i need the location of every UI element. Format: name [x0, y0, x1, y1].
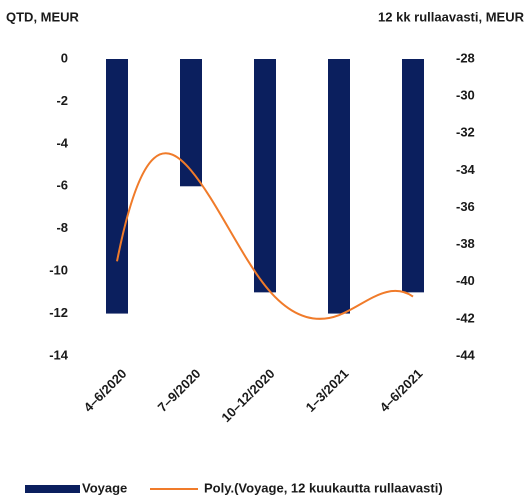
bar [254, 59, 276, 293]
legend-label: Poly.(Voyage, 12 kuukautta rullaavasti) [204, 480, 443, 495]
x-tick-label: 4–6/2020 [81, 366, 130, 415]
y2-tick-label: -32 [456, 125, 475, 140]
y2-tick-label: -28 [456, 50, 475, 65]
y2-tick-label: -42 [456, 310, 475, 325]
x-tick-label: 7–9/2020 [155, 366, 204, 415]
y-tick-label: 0 [61, 50, 68, 65]
y-tick-label: -12 [49, 305, 68, 320]
trend-line [116, 152, 414, 320]
y2-tick-label: -38 [456, 236, 475, 251]
y-tick-label: -2 [56, 93, 68, 108]
y-tick-label: -6 [56, 178, 68, 193]
x-tick-label: 4–6/2021 [377, 366, 426, 415]
y2-tick-label: -30 [456, 88, 475, 103]
y-axis-label: QTD, MEUR [6, 9, 80, 24]
y2-tick-label: -34 [456, 162, 476, 177]
y-tick-label: -4 [56, 135, 68, 150]
legend-swatch [25, 485, 80, 493]
y-tick-label: -14 [49, 347, 69, 362]
bar [328, 59, 350, 314]
x-tick-label: 1–3/2021 [303, 366, 352, 415]
bar [180, 59, 202, 187]
y-tick-label: -10 [49, 263, 68, 278]
y2-axis-label: 12 kk rullaavasti, MEUR [378, 9, 525, 24]
bar [106, 59, 128, 314]
y2-tick-label: -40 [456, 273, 475, 288]
y-tick-label: -8 [56, 220, 68, 235]
bar [402, 59, 424, 293]
legend-label: Voyage [82, 480, 127, 495]
x-tick-label: 10–12/2020 [218, 366, 277, 425]
y2-tick-label: -44 [456, 347, 476, 362]
y2-tick-label: -36 [456, 199, 475, 214]
